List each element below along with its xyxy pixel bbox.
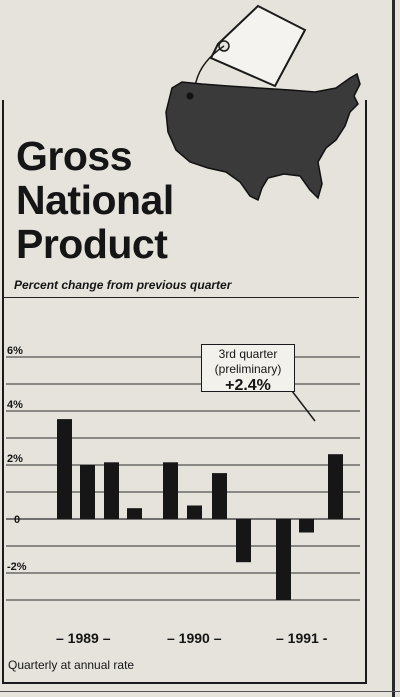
bar [57, 419, 72, 519]
y-tick-label: 4% [7, 399, 23, 411]
y-tick-label: -2% [7, 561, 27, 573]
x-axis-label: Quarterly at annual rate [8, 658, 135, 672]
callout-line-2: (preliminary) [214, 362, 282, 376]
map-illustration [165, 4, 361, 202]
bar [276, 519, 291, 600]
page-right-rule [392, 0, 395, 697]
year-label-1989: – 1989 – [56, 630, 111, 646]
us-map-icon [165, 72, 361, 202]
bar [163, 462, 178, 519]
bar [80, 465, 95, 519]
year-label-1990: – 1990 – [167, 630, 222, 646]
subtitle-rule [4, 297, 359, 298]
bar-chart: 6% 4% 2% 0 -2% [6, 345, 360, 601]
bar [127, 508, 142, 519]
callout-value: +2.4% [225, 377, 271, 394]
y-tick-label: 2% [7, 453, 23, 465]
bar [328, 454, 343, 519]
year-label-1991: – 1991 - [276, 630, 328, 646]
y-tick-label: 0 [14, 514, 20, 526]
page-bottom-rule [0, 691, 400, 692]
chart-subtitle: Percent change from previous quarter [14, 278, 232, 292]
callout-line-1: 3rd quarter [218, 347, 278, 361]
bar [104, 462, 119, 519]
chart-title: Gross National Product [16, 133, 174, 267]
y-tick-label: 6% [7, 345, 23, 357]
price-tag-icon [190, 4, 307, 101]
bar [236, 519, 251, 563]
bar [187, 505, 202, 519]
bar [212, 473, 227, 519]
year-labels: – 1989 – – 1990 – – 1991 - [0, 630, 360, 650]
callout-pointer [272, 390, 316, 422]
chart-frame [2, 100, 367, 684]
bar [299, 519, 314, 533]
callout-box: 3rd quarter (preliminary) +2.4% [201, 344, 295, 394]
